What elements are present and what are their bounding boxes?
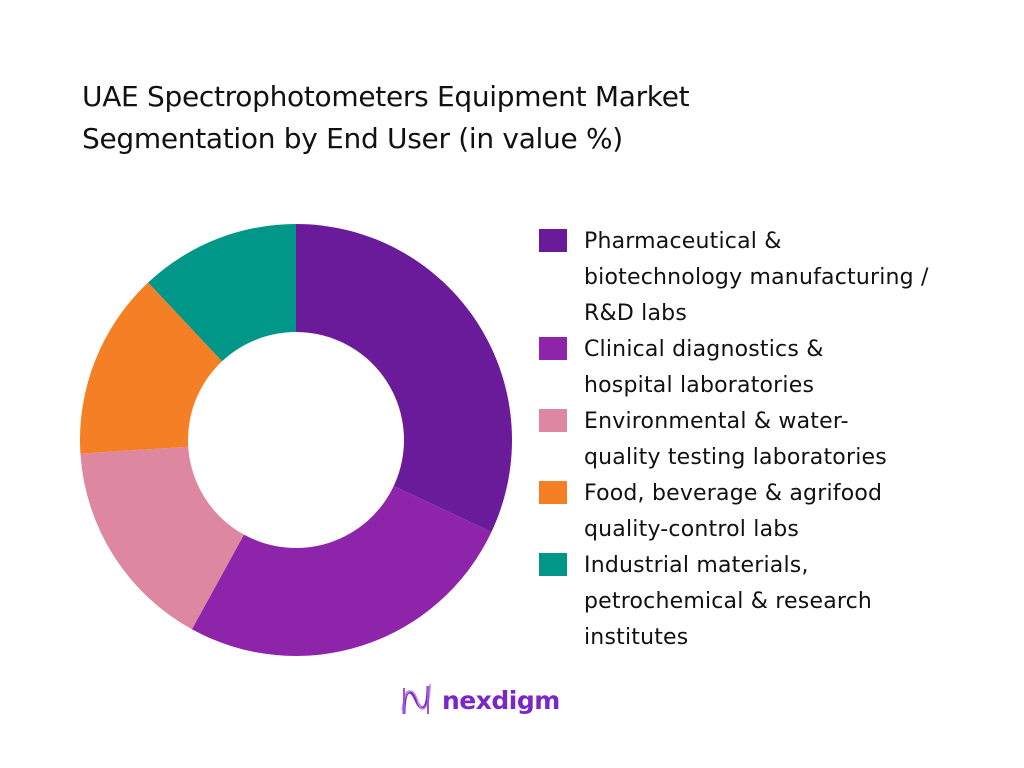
legend-label: Environmental & water-quality testing la… xyxy=(584,404,887,476)
legend: Pharmaceutical & biotechnology manufactur… xyxy=(539,224,1009,656)
legend-label-line: biotechnology manufacturing / xyxy=(584,265,929,290)
legend-label-line: Clinical diagnostics & xyxy=(584,337,824,362)
legend-item: Industrial materials, petrochemical & res… xyxy=(539,548,1009,656)
legend-label-line: Environmental & water- xyxy=(584,409,849,434)
legend-label: Clinical diagnostics & hospital laborator… xyxy=(584,332,824,404)
legend-swatch xyxy=(539,481,567,504)
legend-label-line: Industrial materials, xyxy=(584,553,809,578)
chart-title: UAE Spectrophotometers Equipment Market … xyxy=(82,76,690,160)
donut-slice xyxy=(80,446,244,630)
legend-label-line: quality-control labs xyxy=(584,517,800,542)
donut-slice xyxy=(80,282,223,454)
legend-label: Industrial materials, petrochemical & res… xyxy=(584,548,872,656)
legend-swatch xyxy=(539,337,567,360)
legend-swatch xyxy=(539,553,567,576)
legend-swatch xyxy=(539,409,567,432)
nexdigm-wave-icon xyxy=(401,683,431,715)
legend-label: Pharmaceutical & biotechnology manufactur… xyxy=(584,224,929,332)
legend-label-line: Pharmaceutical & xyxy=(584,229,782,254)
donut-slice xyxy=(148,224,296,362)
legend-label-line: petrochemical & research xyxy=(584,589,873,614)
legend-label-line: Food, beverage & agrifood xyxy=(584,481,883,506)
legend-item: Pharmaceutical & biotechnology manufactur… xyxy=(539,224,1009,332)
legend-swatch xyxy=(539,229,567,252)
logo: nexdigm xyxy=(400,680,560,720)
donut-slice xyxy=(296,224,512,532)
legend-label-line: R&D labs xyxy=(584,301,687,326)
legend-label: Food, beverage & agrifood quality-control… xyxy=(584,476,882,548)
chart-title-line-2: Segmentation by End User (in value %) xyxy=(82,122,623,155)
donut-chart xyxy=(80,224,512,656)
legend-label-line: institutes xyxy=(584,625,689,650)
legend-item: Clinical diagnostics & hospital laborator… xyxy=(539,332,1009,404)
chart-title-line-1: UAE Spectrophotometers Equipment Market xyxy=(82,80,690,113)
legend-label-line: hospital laboratories xyxy=(584,373,815,398)
donut-slice xyxy=(191,485,492,656)
legend-item: Environmental & water-quality testing la… xyxy=(539,404,1009,476)
legend-item: Food, beverage & agrifood quality-control… xyxy=(539,476,1009,548)
logo-text: nexdigm xyxy=(442,685,560,715)
legend-label-line: quality testing laboratories xyxy=(584,445,887,470)
